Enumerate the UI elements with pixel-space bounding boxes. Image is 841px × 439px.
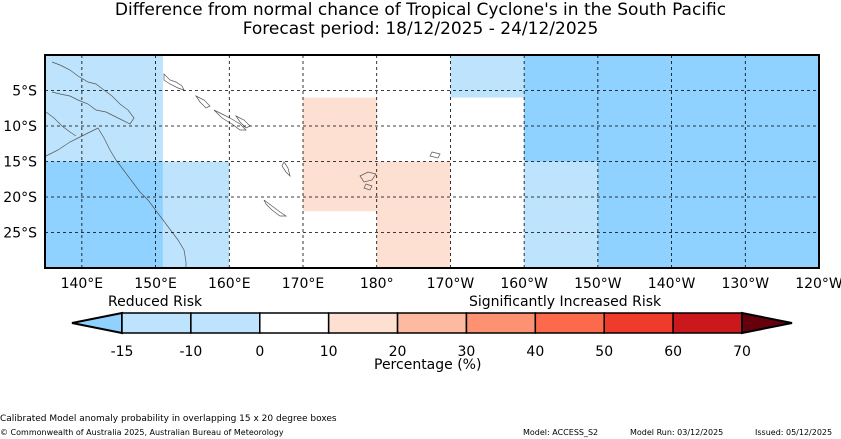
footer-issued: Issued: 05/12/2025 [755, 428, 833, 437]
coastline-solomons-2 [234, 115, 251, 129]
colorbar-tick-label: 20 [389, 344, 407, 360]
lat-tick-label: 20°S [3, 190, 37, 206]
lon-tick-label: 160°E [208, 276, 251, 292]
anomaly-cell [45, 161, 163, 268]
legend-increased-risk: Significantly Increased Risk [469, 294, 662, 310]
coastline-solomons [213, 109, 247, 131]
colorbar-tick-label: -10 [179, 344, 202, 360]
colorbar-bin [121, 312, 192, 334]
lon-tick-label: 150°W [574, 276, 622, 292]
anomaly-cell [303, 97, 377, 212]
coastline-new-caledonia [263, 199, 288, 217]
lon-tick-label: 120°W [795, 276, 841, 292]
lon-tick-label: 150°E [134, 276, 177, 292]
anomaly-cells [45, 55, 819, 268]
coastline-fiji-2 [363, 183, 373, 191]
footer-model: Model: ACCESS_S2 [523, 428, 599, 437]
colorbar-low-arrow [71, 311, 123, 335]
coastline-samoa [429, 151, 441, 159]
colorbar-tick-label: 60 [664, 344, 682, 360]
colorbar-tick-label: 50 [595, 344, 613, 360]
footer-copyright: © Commonwealth of Australia 2025, Austra… [0, 428, 284, 437]
coastline-australia [45, 127, 187, 268]
coastline-fiji [359, 171, 377, 183]
forecast-period: Forecast period: 18/12/2025 - 24/12/2025 [242, 19, 599, 39]
legend-axis-label: Percentage (%) [374, 357, 482, 373]
lon-tick-label: 170°E [282, 276, 325, 292]
lon-tick-label: 170°W [427, 276, 475, 292]
colorbar-bin [259, 312, 330, 334]
colorbar-tick-label: 40 [526, 344, 544, 360]
colorbar-tick-label: -15 [111, 344, 134, 360]
lon-tick-label: 130°W [721, 276, 769, 292]
colorbar-high-arrow [741, 311, 793, 335]
colorbar-bin [465, 312, 537, 334]
colorbar-bin [190, 312, 261, 334]
anomaly-cell [376, 161, 451, 268]
colorbar-tick-label: 10 [320, 344, 338, 360]
coastline-layer [45, 61, 441, 268]
lon-tick-label: 140°W [648, 276, 696, 292]
anomaly-cell [597, 161, 819, 268]
coastline-australia-north [45, 111, 77, 137]
colorbar-tick-label: 0 [255, 344, 264, 360]
coastline-png [51, 61, 135, 125]
footer-note: Calibrated Model anomaly probability in … [0, 414, 337, 424]
anomaly-cell [162, 161, 230, 268]
coastline-vanuatu [281, 161, 291, 178]
graticule [45, 55, 819, 268]
colorbar-tick-label: 30 [458, 344, 476, 360]
anomaly-cell [524, 161, 598, 268]
footer-model-run: Model Run: 03/12/2025 [630, 428, 724, 437]
colorbar-tick-label: 70 [733, 344, 751, 360]
lat-tick-label: 15°S [3, 155, 37, 171]
chart-title: Difference from normal chance of Tropica… [114, 0, 727, 20]
lon-tick-label: 160°W [500, 276, 548, 292]
axis-labels: 5°S 10°S 15°S 20°S 25°S 140°E 150°E 160°E 170°E 1… [3, 84, 841, 293]
colorbar: -15 -10 0 10 20 30 40 50 60 70 [71, 311, 793, 360]
colorbar-bin [672, 312, 743, 334]
colorbar-bin [603, 312, 674, 334]
anomaly-cell [450, 55, 525, 98]
anomaly-cell [524, 55, 819, 162]
lat-tick-label: 5°S [12, 84, 37, 100]
lon-tick-label: 180° [360, 276, 394, 292]
lat-tick-label: 10°S [3, 119, 37, 135]
map-frame [44, 54, 820, 269]
lat-tick-label: 25°S [3, 226, 37, 242]
colorbar-bin [327, 312, 399, 334]
colorbar-bin [534, 312, 605, 334]
anomaly-cell [45, 55, 163, 162]
lon-tick-label: 140°E [61, 276, 104, 292]
legend-reduced-risk: Reduced Risk [108, 294, 203, 310]
coastline-new-britain [163, 73, 185, 91]
coastline-bougainville [194, 95, 211, 109]
colorbar-bin [396, 312, 468, 334]
